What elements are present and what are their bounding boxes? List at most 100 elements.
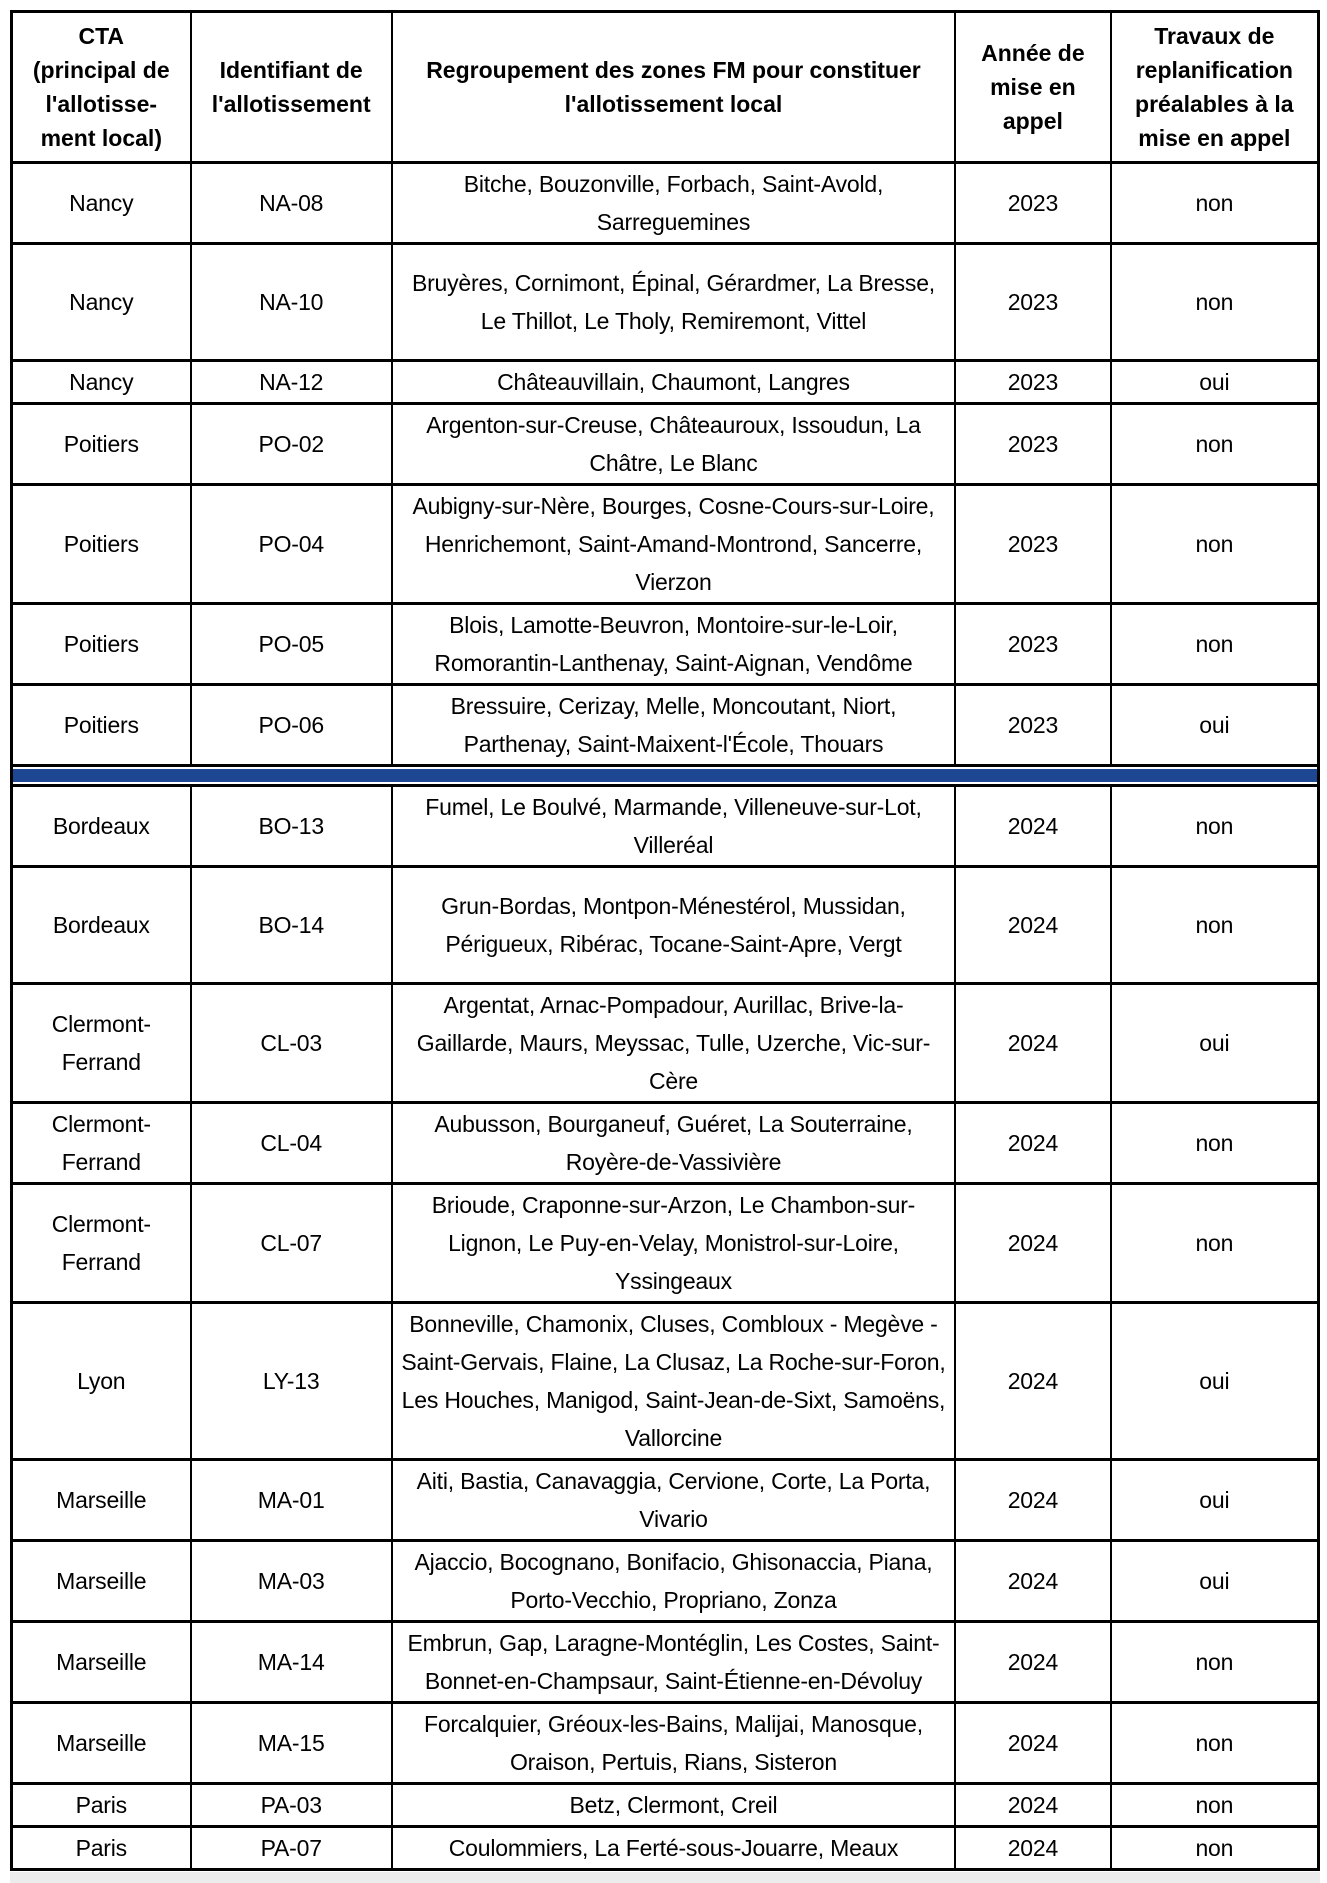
cell-annee: 2024 <box>954 1825 1112 1871</box>
cell-travaux: non <box>1109 161 1320 245</box>
cell-zones: Brioude, Craponne-sur-Arzon, Le Chambon-… <box>390 1182 957 1304</box>
cell-identifiant: BO-13 <box>189 784 393 868</box>
cell-identifiant: CL-04 <box>189 1101 393 1185</box>
cell-identifiant: NA-08 <box>189 161 393 245</box>
cell-travaux: non <box>1109 242 1320 362</box>
cell-annee: 2023 <box>954 161 1112 245</box>
table-row: Marseille MA-15 Forcalquier, Gréoux-les-… <box>10 1701 1320 1785</box>
column-header-annee: Année de mise en appel <box>954 10 1112 164</box>
allotissements-table: CTA (principal de l'allotisse- ment loca… <box>10 10 1320 1871</box>
table-row: Paris PA-03 Betz, Clermont, Creil 2024 n… <box>10 1782 1320 1828</box>
table-row: Poitiers PO-02 Argenton-sur-Creuse, Chât… <box>10 402 1320 486</box>
cell-cta: Paris <box>10 1825 192 1871</box>
cell-cta: Nancy <box>10 359 192 405</box>
cell-annee: 2024 <box>954 1458 1112 1542</box>
cell-cta: Poitiers <box>10 683 192 767</box>
cell-identifiant: CL-07 <box>189 1182 393 1304</box>
cell-annee: 2023 <box>954 359 1112 405</box>
cell-zones: Aiti, Bastia, Canavaggia, Cervione, Cort… <box>390 1458 957 1542</box>
cell-zones: Forcalquier, Gréoux-les-Bains, Malijai, … <box>390 1701 957 1785</box>
cell-identifiant: NA-12 <box>189 359 393 405</box>
cell-identifiant: PO-02 <box>189 402 393 486</box>
cell-travaux: non <box>1109 483 1320 605</box>
cell-annee: 2024 <box>954 1782 1112 1828</box>
column-header-identifiant: Identifiant de l'allotissement <box>189 10 393 164</box>
column-header-regroupement: Regroupement des zones FM pour constitue… <box>390 10 957 164</box>
table-row: Poitiers PO-04 Aubigny-sur-Nère, Bourges… <box>10 483 1320 605</box>
cell-identifiant: MA-03 <box>189 1539 393 1623</box>
cell-identifiant: MA-01 <box>189 1458 393 1542</box>
table-row: Clermont-Ferrand CL-04 Aubusson, Bourgan… <box>10 1101 1320 1185</box>
cell-identifiant: PO-05 <box>189 602 393 686</box>
cell-zones: Argenton-sur-Creuse, Châteauroux, Issoud… <box>390 402 957 486</box>
table-row: Poitiers PO-05 Blois, Lamotte-Beuvron, M… <box>10 602 1320 686</box>
table-row: Bordeaux BO-13 Fumel, Le Boulvé, Marmand… <box>10 784 1320 868</box>
cell-identifiant: BO-14 <box>189 865 393 985</box>
cell-identifiant: PA-03 <box>189 1782 393 1828</box>
cell-travaux: oui <box>1109 1539 1320 1623</box>
cell-annee: 2024 <box>954 1301 1112 1461</box>
cell-annee: 2024 <box>954 1182 1112 1304</box>
cell-cta: Paris <box>10 1782 192 1828</box>
cell-travaux: oui <box>1109 359 1320 405</box>
column-header-travaux: Travaux de replanification préalables à … <box>1109 10 1320 164</box>
cell-cta: Marseille <box>10 1701 192 1785</box>
cell-cta: Lyon <box>10 1301 192 1461</box>
cell-travaux: oui <box>1109 1458 1320 1542</box>
cell-travaux: non <box>1109 784 1320 868</box>
cell-travaux: non <box>1109 1782 1320 1828</box>
cell-cta: Marseille <box>10 1458 192 1542</box>
section-divider-bar <box>13 769 1317 782</box>
cell-cta: Clermont-Ferrand <box>10 1182 192 1304</box>
cell-annee: 2024 <box>954 982 1112 1104</box>
table-row: Clermont-Ferrand CL-07 Brioude, Craponne… <box>10 1182 1320 1304</box>
cell-identifiant: PA-07 <box>189 1825 393 1871</box>
cell-zones: Bitche, Bouzonville, Forbach, Saint-Avol… <box>390 161 957 245</box>
cell-travaux: oui <box>1109 982 1320 1104</box>
cell-annee: 2023 <box>954 683 1112 767</box>
cell-annee: 2024 <box>954 1101 1112 1185</box>
next-section-strip <box>10 1872 1320 1883</box>
cell-zones: Bonneville, Chamonix, Cluses, Combloux -… <box>390 1301 957 1461</box>
cell-identifiant: PO-06 <box>189 683 393 767</box>
cell-annee: 2024 <box>954 1539 1112 1623</box>
cell-travaux: non <box>1109 1825 1320 1871</box>
cell-cta: Nancy <box>10 161 192 245</box>
table-row: Paris PA-07 Coulommiers, La Ferté-sous-J… <box>10 1825 1320 1871</box>
cell-cta: Poitiers <box>10 402 192 486</box>
table-row: Marseille MA-01 Aiti, Bastia, Canavaggia… <box>10 1458 1320 1542</box>
cell-zones: Aubigny-sur-Nère, Bourges, Cosne-Cours-s… <box>390 483 957 605</box>
cell-travaux: oui <box>1109 1301 1320 1461</box>
cell-cta: Bordeaux <box>10 865 192 985</box>
table-row: Poitiers PO-06 Bressuire, Cerizay, Melle… <box>10 683 1320 767</box>
cell-travaux: non <box>1109 602 1320 686</box>
cell-travaux: non <box>1109 865 1320 985</box>
cell-identifiant: MA-15 <box>189 1701 393 1785</box>
cell-zones: Aubusson, Bourganeuf, Guéret, La Souterr… <box>390 1101 957 1185</box>
cell-zones: Blois, Lamotte-Beuvron, Montoire-sur-le-… <box>390 602 957 686</box>
cell-travaux: non <box>1109 402 1320 486</box>
cell-annee: 2024 <box>954 784 1112 868</box>
cell-identifiant: CL-03 <box>189 982 393 1104</box>
cell-zones: Coulommiers, La Ferté-sous-Jouarre, Meau… <box>390 1825 957 1871</box>
cell-annee: 2023 <box>954 483 1112 605</box>
cell-travaux: non <box>1109 1701 1320 1785</box>
cell-identifiant: LY-13 <box>189 1301 393 1461</box>
cell-annee: 2023 <box>954 602 1112 686</box>
cell-zones: Grun-Bordas, Montpon-Ménestérol, Mussida… <box>390 865 957 985</box>
table-row: Lyon LY-13 Bonneville, Chamonix, Cluses,… <box>10 1301 1320 1461</box>
cell-cta: Poitiers <box>10 483 192 605</box>
cell-annee: 2024 <box>954 1701 1112 1785</box>
section-divider-cell <box>10 764 1320 787</box>
table-row: Bordeaux BO-14 Grun-Bordas, Montpon-Méne… <box>10 865 1320 985</box>
cell-identifiant: MA-14 <box>189 1620 393 1704</box>
cell-zones: Bressuire, Cerizay, Melle, Moncoutant, N… <box>390 683 957 767</box>
cell-cta: Clermont-Ferrand <box>10 1101 192 1185</box>
cell-cta: Bordeaux <box>10 784 192 868</box>
table-row: Nancy NA-12 Châteauvillain, Chaumont, La… <box>10 359 1320 405</box>
cell-identifiant: NA-10 <box>189 242 393 362</box>
cell-travaux: non <box>1109 1101 1320 1185</box>
cell-zones: Bruyères, Cornimont, Épinal, Gérardmer, … <box>390 242 957 362</box>
cell-annee: 2024 <box>954 865 1112 985</box>
